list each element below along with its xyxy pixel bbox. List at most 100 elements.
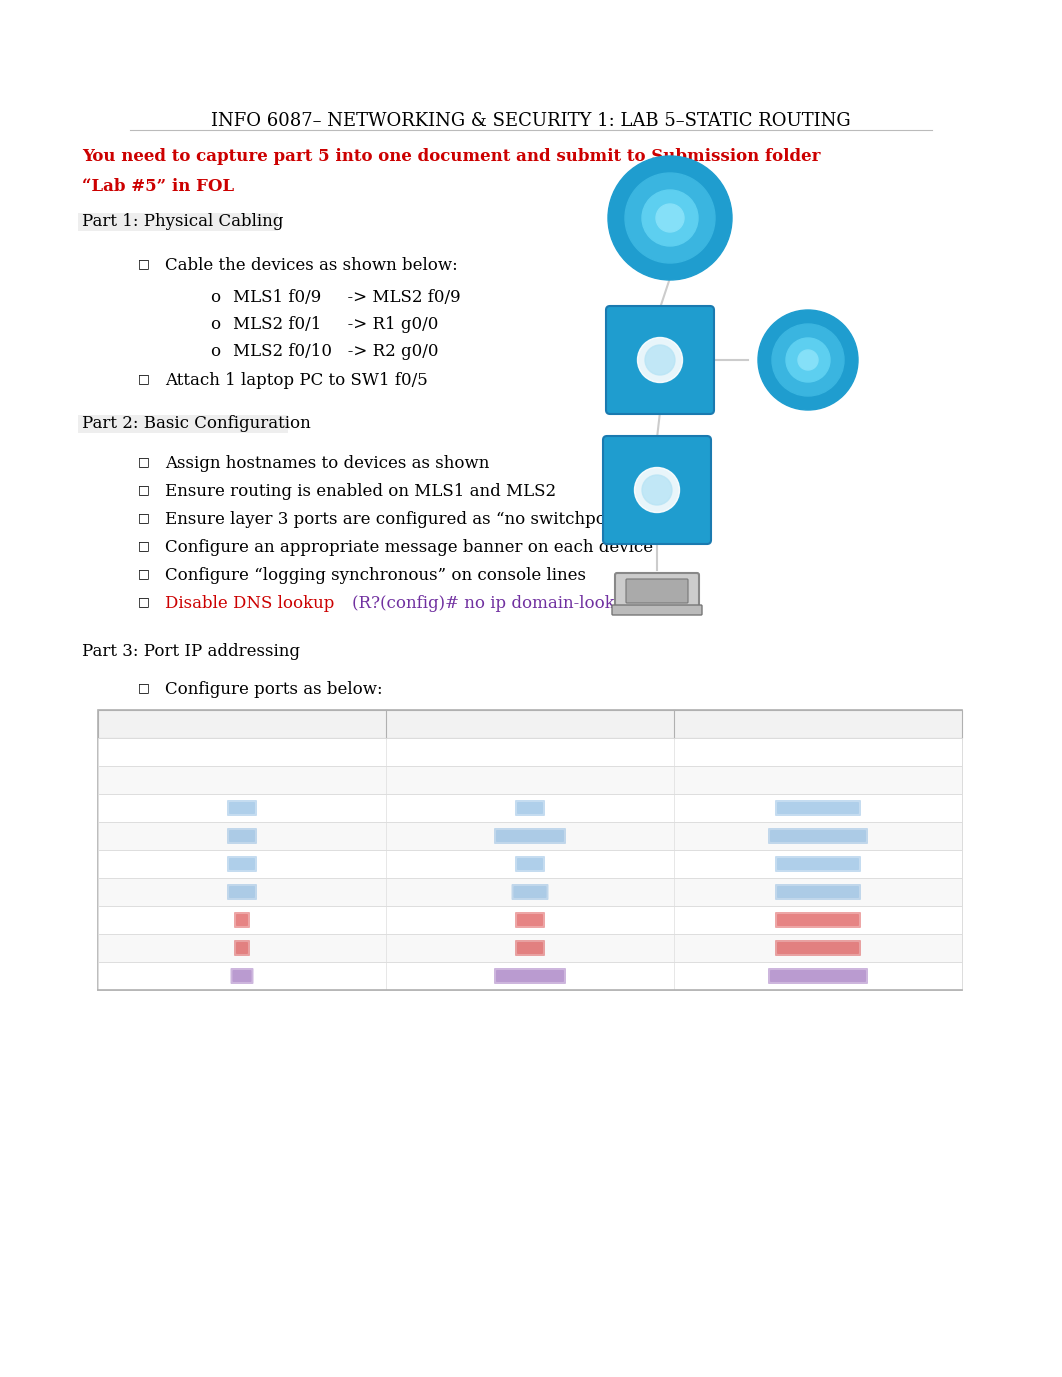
FancyBboxPatch shape	[98, 879, 962, 906]
FancyBboxPatch shape	[98, 850, 962, 879]
FancyBboxPatch shape	[78, 213, 278, 231]
FancyBboxPatch shape	[98, 711, 962, 738]
Text: 10.10.1.1/30: 10.10.1.1/30	[765, 744, 871, 760]
Text: DEVICE: DEVICE	[205, 716, 279, 733]
Circle shape	[626, 174, 714, 262]
Text: o: o	[210, 289, 220, 306]
Circle shape	[643, 190, 698, 246]
Text: Disable DNS lookup: Disable DNS lookup	[165, 595, 335, 611]
Text: Configure ports as below:: Configure ports as below:	[165, 682, 382, 698]
FancyBboxPatch shape	[777, 914, 859, 925]
FancyBboxPatch shape	[496, 969, 564, 982]
Text: Configure “logging synchronous” on console lines: Configure “logging synchronous” on conso…	[165, 567, 586, 584]
Text: Ensure routing is enabled on MLS1 and MLS2: Ensure routing is enabled on MLS1 and ML…	[165, 483, 556, 500]
Text: Int VLAN 1: Int VLAN 1	[483, 771, 578, 789]
FancyBboxPatch shape	[514, 885, 547, 898]
Text: IP ADDRESS: IP ADDRESS	[759, 716, 877, 733]
FancyBboxPatch shape	[236, 942, 249, 954]
Circle shape	[658, 207, 682, 230]
FancyBboxPatch shape	[230, 968, 254, 985]
Text: Ensure layer 3 ports are configured as “no switchport”: Ensure layer 3 ports are configured as “…	[165, 511, 629, 527]
Circle shape	[650, 198, 690, 238]
Text: □: □	[138, 257, 150, 270]
Circle shape	[643, 190, 698, 246]
FancyBboxPatch shape	[494, 828, 566, 844]
Text: MLS2 f0/1     -> R1 g0/0: MLS2 f0/1 -> R1 g0/0	[233, 315, 439, 333]
Text: MLS1: MLS1	[217, 744, 267, 760]
Circle shape	[626, 174, 715, 263]
FancyBboxPatch shape	[98, 738, 962, 766]
FancyBboxPatch shape	[98, 963, 962, 990]
Text: Part 3: Port IP addressing: Part 3: Port IP addressing	[82, 643, 299, 660]
FancyBboxPatch shape	[770, 969, 866, 982]
Text: “Lab #5” in FOL: “Lab #5” in FOL	[82, 178, 234, 196]
FancyBboxPatch shape	[517, 858, 543, 870]
Circle shape	[609, 156, 732, 280]
Text: Cable the devices as shown below:: Cable the devices as shown below:	[165, 257, 458, 274]
FancyBboxPatch shape	[517, 801, 543, 814]
FancyBboxPatch shape	[768, 828, 868, 844]
Circle shape	[654, 202, 686, 234]
Text: MLS1: MLS1	[217, 771, 267, 789]
Circle shape	[758, 310, 858, 410]
FancyBboxPatch shape	[517, 914, 543, 925]
FancyBboxPatch shape	[78, 414, 288, 432]
Circle shape	[618, 167, 722, 270]
Text: □: □	[138, 538, 150, 552]
Circle shape	[666, 213, 674, 222]
FancyBboxPatch shape	[98, 766, 962, 795]
Circle shape	[643, 475, 672, 505]
Text: □: □	[138, 372, 150, 386]
Text: PORT: PORT	[503, 716, 556, 733]
Text: Assign hostnames to devices as shown: Assign hostnames to devices as shown	[165, 454, 490, 472]
Text: f0/9: f0/9	[514, 744, 547, 760]
Text: You need to capture part 5 into one document and submit to Submission folder: You need to capture part 5 into one docu…	[82, 147, 821, 165]
Circle shape	[662, 211, 678, 226]
Text: □: □	[138, 595, 150, 609]
Circle shape	[634, 468, 680, 512]
FancyBboxPatch shape	[603, 437, 710, 544]
FancyBboxPatch shape	[233, 969, 252, 982]
FancyBboxPatch shape	[236, 914, 249, 925]
FancyBboxPatch shape	[517, 942, 543, 954]
FancyBboxPatch shape	[496, 830, 564, 841]
FancyBboxPatch shape	[229, 801, 255, 814]
FancyBboxPatch shape	[227, 884, 257, 901]
Text: o: o	[210, 343, 220, 359]
FancyBboxPatch shape	[227, 828, 257, 844]
Circle shape	[646, 194, 693, 242]
Text: □: □	[138, 511, 150, 525]
Text: □: □	[138, 682, 150, 694]
FancyBboxPatch shape	[227, 800, 257, 817]
Text: Part 1: Physical Cabling: Part 1: Physical Cabling	[82, 213, 284, 230]
FancyBboxPatch shape	[777, 885, 859, 898]
FancyBboxPatch shape	[768, 968, 868, 985]
FancyBboxPatch shape	[515, 940, 545, 956]
Circle shape	[656, 204, 684, 231]
FancyBboxPatch shape	[775, 940, 861, 956]
Text: MLS2 f0/10   -> R2 g0/0: MLS2 f0/10 -> R2 g0/0	[233, 343, 439, 359]
Circle shape	[614, 162, 726, 274]
Circle shape	[630, 178, 710, 257]
Circle shape	[786, 337, 830, 381]
Text: Part 2: Basic Configuration: Part 2: Basic Configuration	[82, 414, 311, 432]
Circle shape	[772, 324, 844, 397]
Text: □: □	[138, 454, 150, 468]
FancyBboxPatch shape	[615, 573, 699, 611]
Text: MLS1 f0/9     -> MLS2 f0/9: MLS1 f0/9 -> MLS2 f0/9	[233, 289, 461, 306]
FancyBboxPatch shape	[515, 856, 545, 872]
FancyBboxPatch shape	[777, 801, 859, 814]
Circle shape	[622, 169, 718, 266]
FancyBboxPatch shape	[612, 605, 702, 616]
Text: 10.10.100.1/24: 10.10.100.1/24	[754, 771, 881, 789]
Text: □: □	[138, 483, 150, 496]
FancyBboxPatch shape	[770, 830, 866, 841]
FancyBboxPatch shape	[229, 885, 255, 898]
FancyBboxPatch shape	[227, 856, 257, 872]
FancyBboxPatch shape	[775, 912, 861, 928]
Text: Configure an appropriate message banner on each device: Configure an appropriate message banner …	[165, 538, 653, 556]
Text: □: □	[138, 567, 150, 580]
FancyBboxPatch shape	[98, 711, 962, 990]
FancyBboxPatch shape	[515, 800, 545, 817]
FancyBboxPatch shape	[626, 578, 688, 603]
